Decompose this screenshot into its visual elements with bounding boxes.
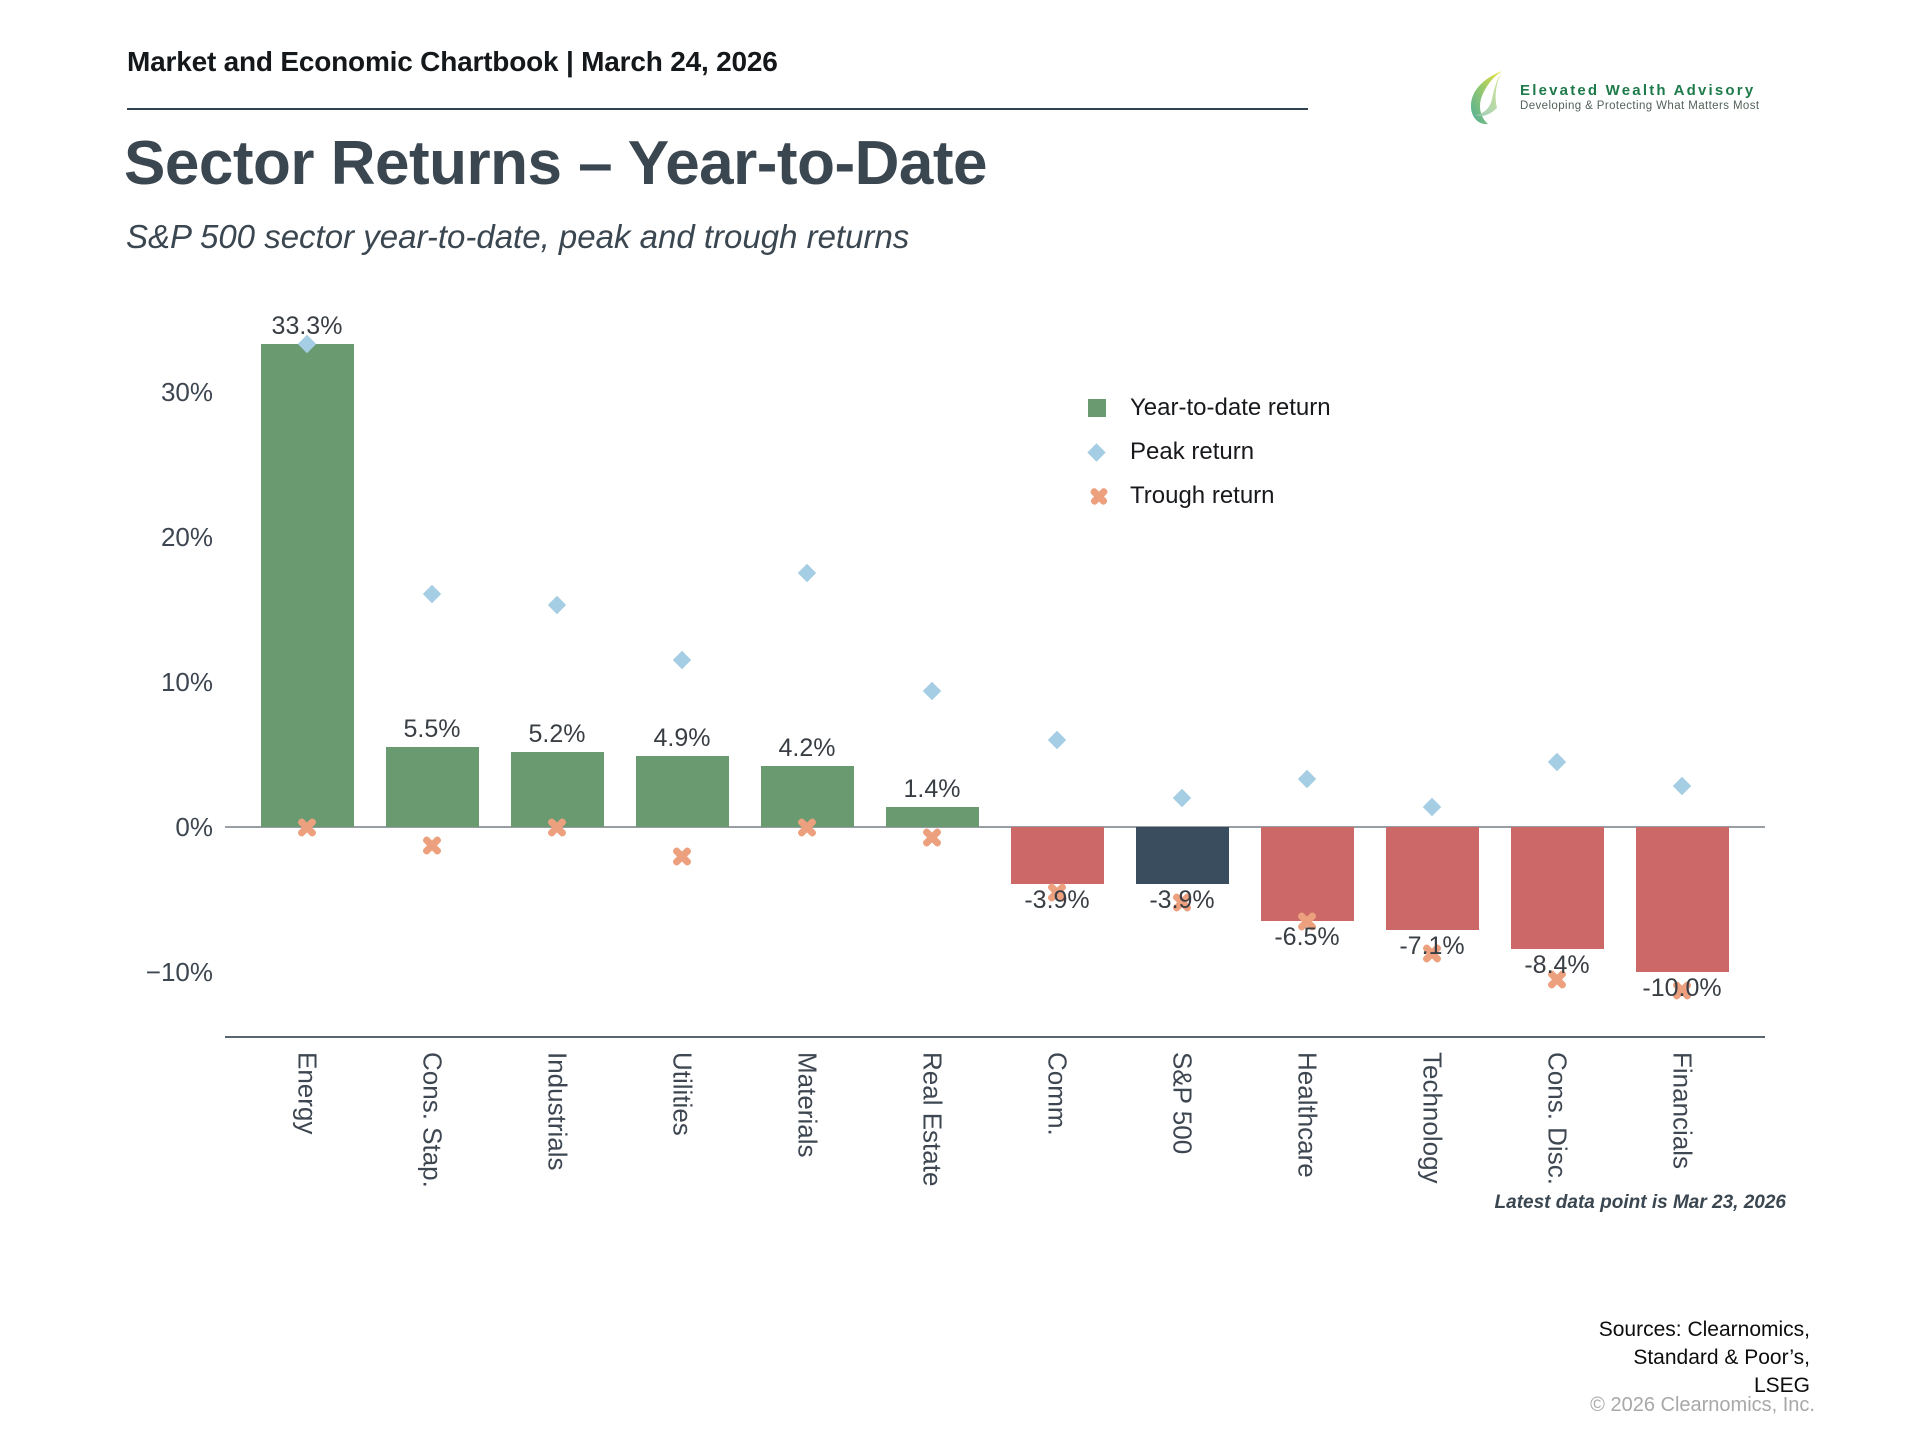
x-axis-category-label: Healthcare (1292, 1052, 1323, 1178)
page-title: Sector Returns – Year-to-Date (124, 129, 987, 198)
bar-value-label: -3.9% (1024, 885, 1090, 914)
bar-value-label: -3.9% (1149, 885, 1215, 914)
bar-value-label: -8.4% (1524, 950, 1590, 979)
x-axis-category-label: Industrials (542, 1052, 573, 1171)
footer: Sources: Clearnomics, Standard & Poor’s,… (1590, 1316, 1815, 1417)
ytd-return-bar (1260, 827, 1354, 922)
ytd-return-bar (510, 751, 604, 827)
logo: Elevated Wealth Advisory Developing & Pr… (1468, 68, 1798, 130)
ytd-return-bar (1135, 827, 1229, 884)
ytd-return-bar (1635, 827, 1729, 972)
y-axis-tick-label: 20% (160, 522, 213, 552)
sources-line: LSEG (1753, 1374, 1810, 1397)
peak-return-marker (922, 681, 942, 700)
bar-value-label: -6.5% (1274, 923, 1340, 952)
chartbook-header: Market and Economic Chartbook | March 24… (127, 46, 778, 77)
x-axis-line (225, 1036, 1765, 1038)
ytd-return-bar (1385, 827, 1479, 930)
peak-return-marker (1172, 788, 1192, 808)
sources-line: Sources: Clearnomics, (1598, 1318, 1810, 1341)
y-axis-tick-label: −10% (145, 957, 213, 987)
ytd-return-bar (1010, 827, 1104, 884)
ytd-return-bar (1510, 827, 1604, 949)
legend-item: Year-to-date return (1088, 386, 1331, 430)
logo-tagline: Developing & Protecting What Matters Mos… (1520, 100, 1760, 112)
legend-label: Peak return (1130, 438, 1255, 465)
x-axis-category-label: Utilities (667, 1052, 698, 1136)
bar-value-label: -10.0% (1642, 974, 1722, 1002)
y-axis-tick-label: 30% (160, 377, 213, 407)
bar-value-label: 1.4% (903, 774, 961, 803)
bar-value-label: 5.2% (528, 719, 586, 748)
zero-gridline (225, 826, 1765, 828)
peak-return-marker (797, 564, 817, 583)
x-axis-category-label: S&P 500 (1167, 1052, 1198, 1155)
bar-value-label: 4.9% (653, 723, 711, 752)
ytd-return-bar (385, 747, 479, 827)
legend-label: Year-to-date return (1130, 394, 1331, 421)
legend-item: Peak return (1087, 430, 1331, 474)
logo-name: Elevated Wealth Advisory (1520, 82, 1756, 99)
legend-label: Trough return (1130, 482, 1275, 509)
peak-return-marker (1672, 777, 1692, 796)
peak-return-marker (1547, 752, 1567, 771)
sources-line: Standard & Poor’s, (1633, 1346, 1810, 1369)
x-axis-category-label: Cons. Stap. (417, 1052, 448, 1188)
x-axis-category-label: Technology (1417, 1052, 1448, 1184)
latest-data-note: Latest data point is Mar 23, 2026 (1494, 1192, 1786, 1213)
y-axis-tick-label: 0% (175, 812, 213, 842)
square-legend-marker-icon (1088, 399, 1130, 417)
peak-return-marker (1422, 797, 1442, 816)
ytd-return-bar (760, 766, 854, 827)
x-legend-marker-icon (1088, 485, 1130, 507)
x-axis-category-label: Energy (292, 1052, 323, 1135)
bar-value-label: 4.2% (778, 734, 836, 763)
x-axis-category-label: Cons. Disc. (1542, 1052, 1573, 1185)
bar-value-label: -7.1% (1399, 931, 1465, 960)
chart-legend: Year-to-date return Peak return Trough ret… (1087, 386, 1331, 518)
x-axis-category-label: Financials (1667, 1052, 1698, 1170)
peak-return-marker (1297, 769, 1317, 789)
peak-return-marker (1047, 730, 1067, 750)
x-axis-category-label: Materials (792, 1052, 823, 1158)
legend-item: Trough return (1088, 474, 1331, 518)
page-subtitle: S&P 500 sector year-to-date, peak and tr… (126, 218, 910, 255)
bar-value-label: 5.5% (403, 715, 461, 744)
header-divider (127, 108, 1308, 110)
leaf-logo-icon (1470, 71, 1502, 125)
peak-return-marker (672, 651, 692, 670)
ytd-return-bar (885, 806, 979, 827)
peak-return-marker (547, 595, 567, 615)
ytd-return-bar (635, 755, 729, 827)
peak-return-marker (422, 584, 442, 603)
x-axis-category-label: Real Estate (917, 1052, 948, 1187)
diamond-legend-marker-icon (1087, 442, 1130, 462)
y-axis-tick-label: 10% (160, 667, 213, 697)
ytd-return-bar (260, 344, 354, 827)
x-axis-category-label: Comm. (1042, 1052, 1073, 1136)
bar-value-label: 33.3% (271, 312, 343, 341)
copyright-text: © 2026 Clearnomics, Inc. (1590, 1394, 1815, 1416)
